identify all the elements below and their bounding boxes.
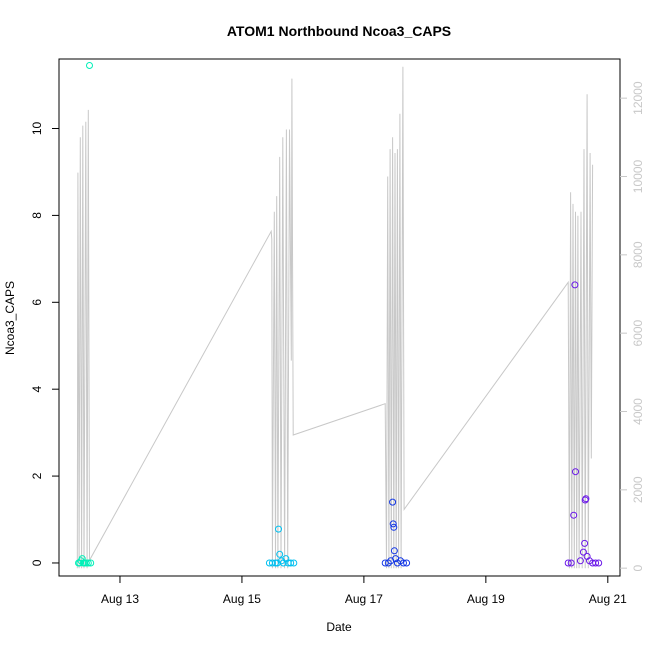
y2-axis: 0 2000 4000 6000 8000 10000 12000 — [620, 81, 645, 572]
data-point-s2-p6 — [390, 547, 398, 555]
data-point-s3-p6 — [579, 548, 587, 556]
y2-tick-label-3: 6000 — [631, 319, 645, 346]
data-point-s1-p11 — [290, 559, 298, 567]
plot-frame — [58, 58, 621, 577]
y-tick-label-4: 8 — [30, 212, 44, 219]
data-point-s2-p4 — [389, 520, 397, 528]
data-point-s1-p10 — [287, 559, 295, 567]
data-point-s2-p11 — [403, 559, 411, 567]
data-point-s3-p2 — [570, 511, 578, 519]
secondary-line-layer — [76, 66, 594, 569]
data-point-s1-p1 — [268, 559, 276, 567]
y-tick-label-5: 10 — [30, 122, 44, 136]
y2-tick-label-0: 0 — [631, 565, 645, 572]
y2-tick-label-1: 2000 — [631, 476, 645, 503]
data-point-s2-p1 — [384, 559, 392, 567]
data-point-s3-p3 — [571, 281, 579, 289]
x-tick-label-3: Aug 19 — [467, 592, 505, 606]
x-axis: Aug 13 Aug 15 Aug 17 Aug 19 Aug 21 — [101, 576, 627, 606]
y2-tick-label-2: 4000 — [631, 398, 645, 425]
y-tick-label-1: 2 — [30, 472, 44, 479]
data-point-s1-p4 — [275, 525, 282, 533]
data-point-s2-p5 — [390, 523, 398, 531]
y2-tick-label-6: 12000 — [631, 81, 645, 115]
points-layer — [75, 62, 603, 567]
data-point-s0-p8 — [86, 62, 93, 69]
y2-tick-label-4: 8000 — [631, 241, 645, 268]
data-point-s3-p5 — [576, 557, 584, 565]
data-point-s3-p14 — [595, 559, 603, 567]
data-point-s3-p0 — [564, 559, 572, 567]
x-tick-label-2: Aug 17 — [345, 592, 383, 606]
x-tick-label-4: Aug 21 — [589, 592, 627, 606]
y2-tick-label-5: 10000 — [631, 159, 645, 193]
x-axis-label: Date — [326, 620, 352, 634]
chart-title: ATOM1 Northbound Ncoa3_CAPS — [227, 23, 451, 39]
data-point-s3-p4 — [572, 468, 579, 476]
secondary-series-line — [76, 66, 594, 569]
y-axis-label: Ncoa3_CAPS — [3, 281, 17, 355]
data-point-s0-p6 — [82, 559, 90, 567]
data-point-s0-p9 — [87, 559, 95, 567]
x-tick-label-1: Aug 15 — [223, 592, 261, 606]
y-tick-label-3: 6 — [30, 299, 44, 306]
data-point-s0-p7 — [84, 559, 92, 567]
data-point-s3-p1 — [567, 559, 575, 567]
data-point-s3-p13 — [592, 559, 600, 567]
data-point-s3-p9 — [582, 495, 590, 503]
data-point-s2-p3 — [389, 498, 397, 506]
y-tick-label-0: 0 — [30, 559, 44, 566]
x-tick-label-0: Aug 13 — [101, 592, 139, 606]
data-point-s1-p5 — [276, 550, 284, 558]
data-point-s1-p6 — [278, 557, 286, 565]
y-tick-label-2: 4 — [30, 386, 44, 393]
data-point-s2-p10 — [400, 559, 407, 567]
y-axis: 0 2 4 6 8 10 — [30, 122, 59, 566]
data-point-s3-p7 — [581, 539, 589, 547]
